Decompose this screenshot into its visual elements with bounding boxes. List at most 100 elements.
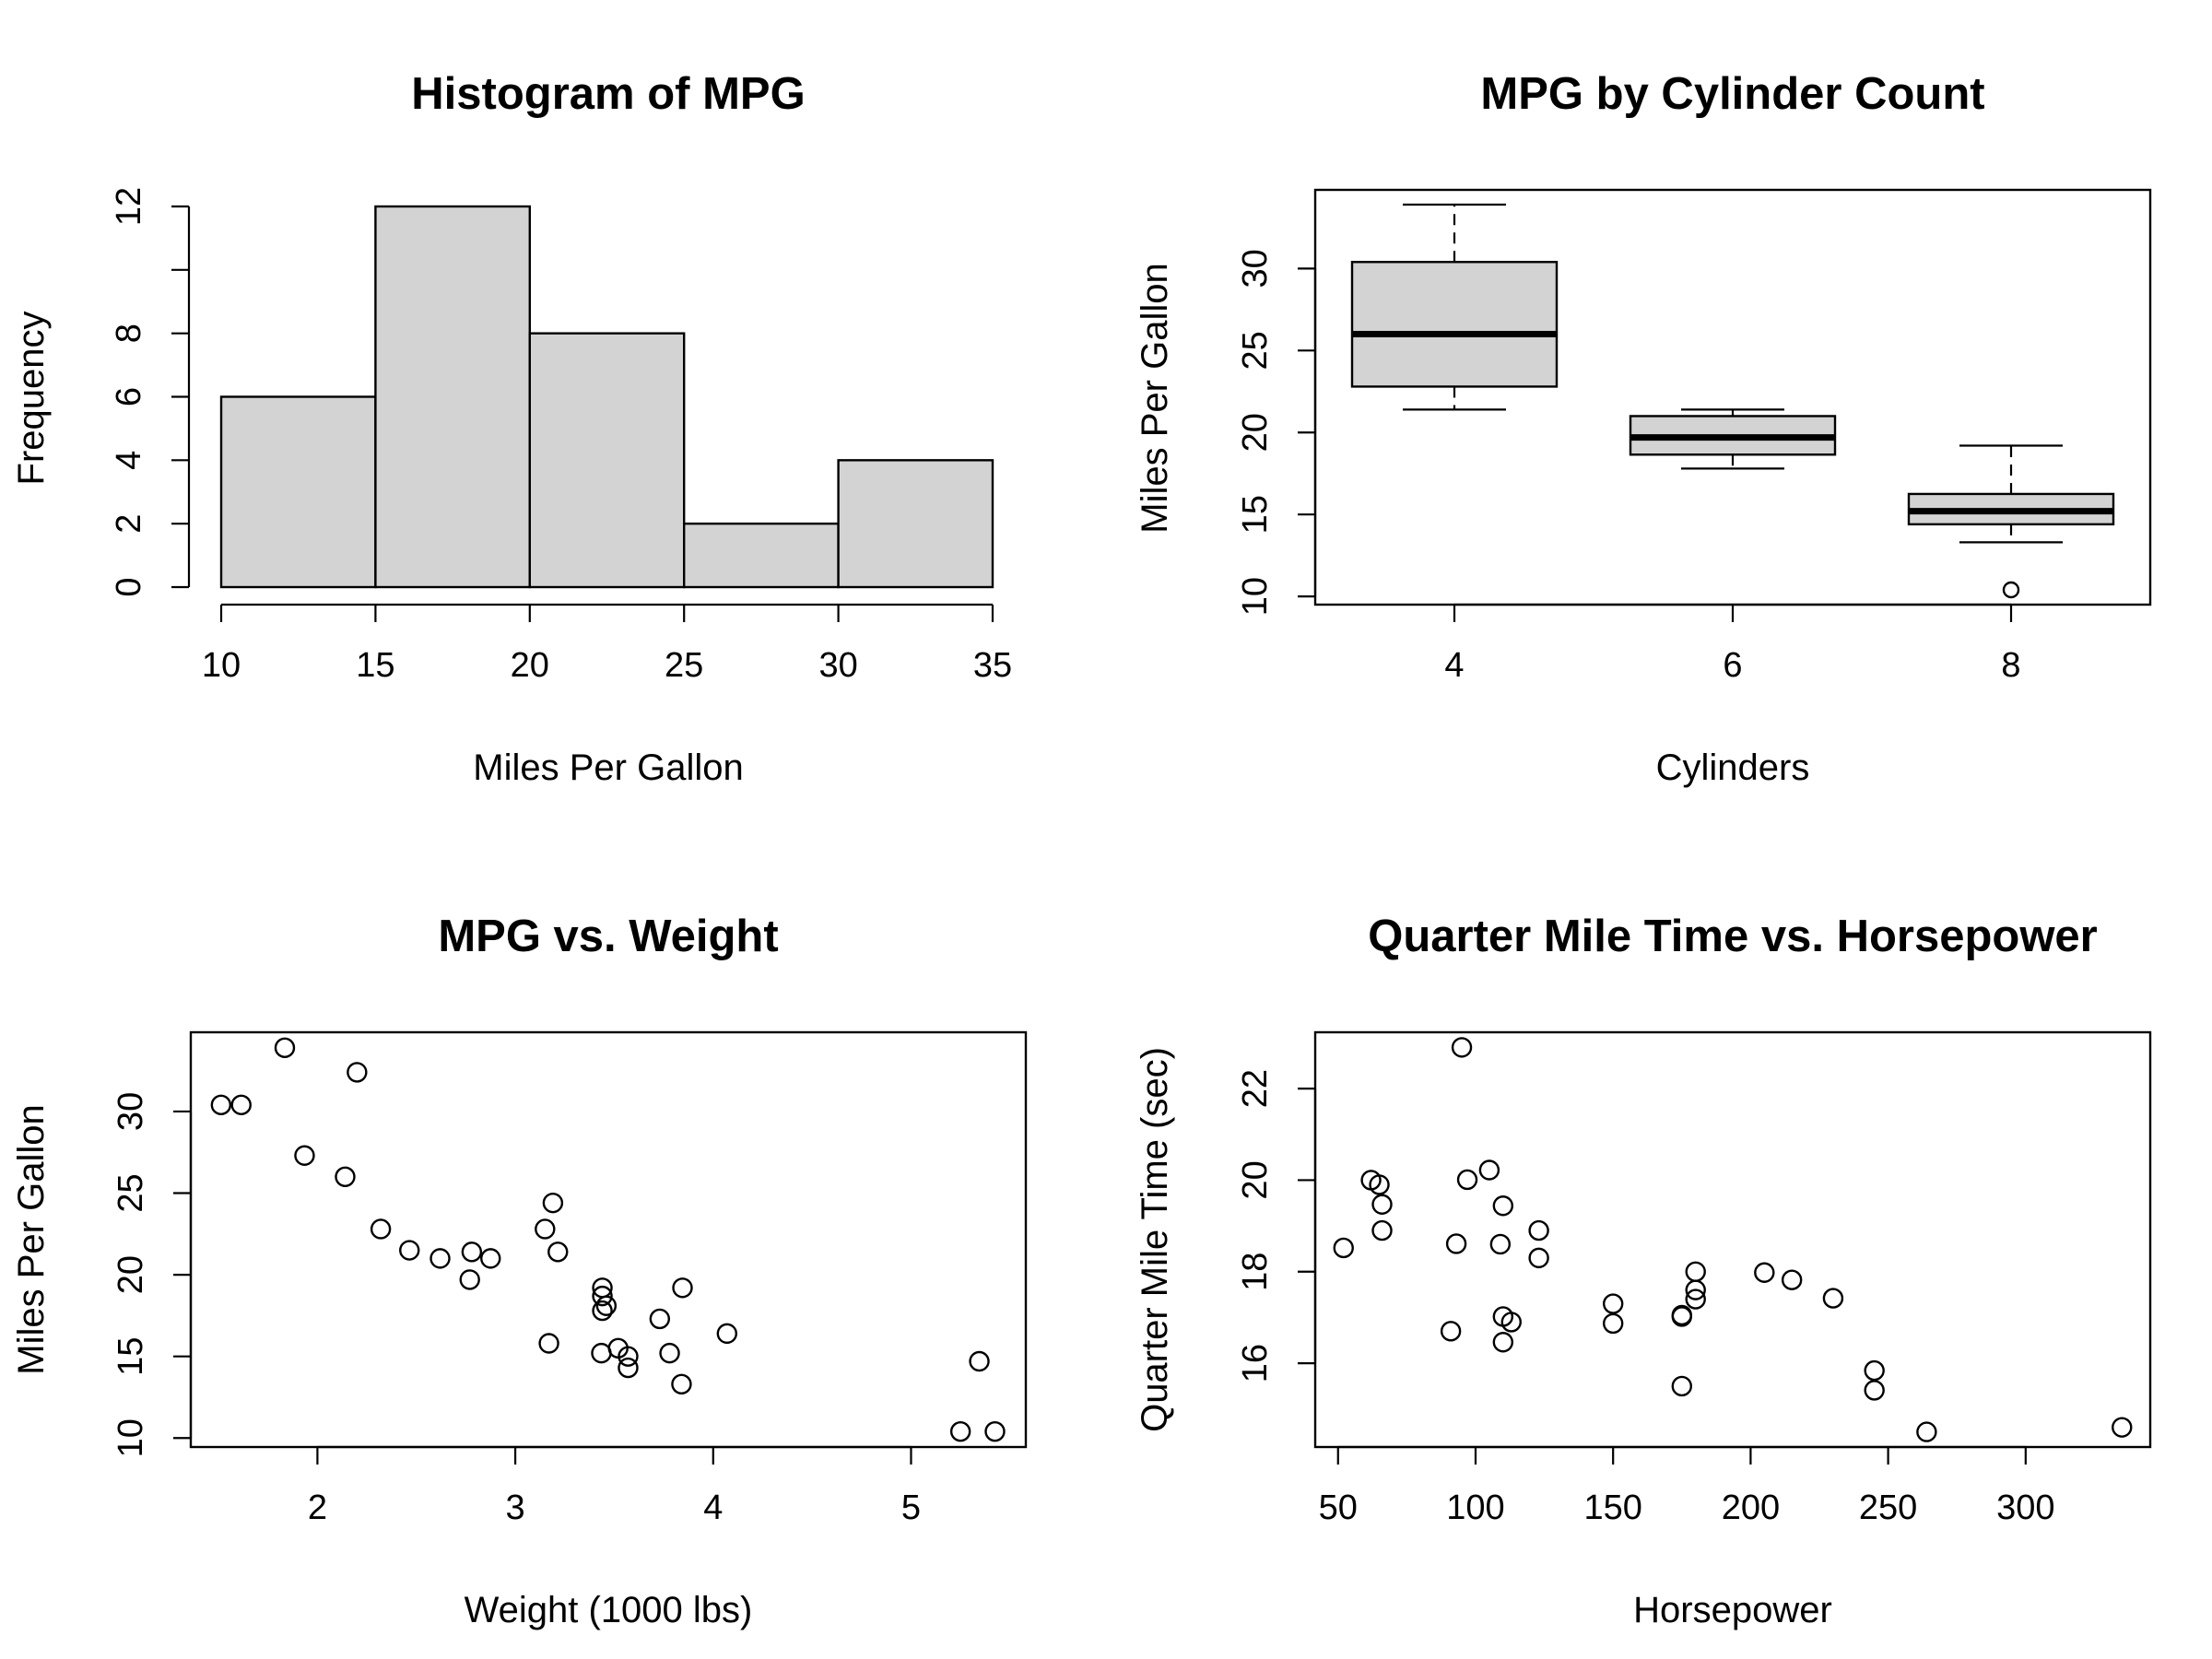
qsec-horsepower-points xyxy=(1333,1037,2133,1442)
qsec-horsepower-y-tick-label: 20 xyxy=(1236,1160,1275,1199)
mpg-weight-point xyxy=(671,1373,692,1394)
qsec-horsepower-y-tick-label: 16 xyxy=(1236,1344,1275,1382)
mpg-weight-point xyxy=(969,1350,990,1372)
histogram-bars xyxy=(219,205,994,589)
mpg-weight-x-tick-label: 3 xyxy=(506,1488,525,1527)
qsec-horsepower-point xyxy=(1781,1269,1803,1290)
mpg-weight-point xyxy=(538,1333,559,1354)
qsec-horsepower-point xyxy=(1864,1380,1885,1401)
boxplot-panel: MPG by Cylinder Count Cylinders Miles Pe… xyxy=(1135,69,2152,788)
boxplot-y-tick-label: 30 xyxy=(1236,249,1275,288)
histogram-x-tick-label: 35 xyxy=(973,646,1012,685)
boxplot-box-group xyxy=(1907,444,2115,599)
histogram-y-axis-title: Frequency xyxy=(11,312,52,486)
boxplot-box-group xyxy=(1350,203,1559,411)
qsec-horsepower-point xyxy=(1445,1233,1467,1254)
mpg-weight-point xyxy=(547,1241,569,1263)
qsec-horsepower-point xyxy=(1369,1174,1390,1195)
qsec-horsepower-point xyxy=(1864,1359,1885,1382)
boxplot-y-tick-label: 15 xyxy=(1236,495,1275,534)
mpg-weight-y-tick-label: 15 xyxy=(112,1337,150,1376)
boxplot-x-tick-label: 6 xyxy=(1723,646,1742,685)
qsec-horsepower-x-tick-label: 50 xyxy=(1319,1488,1358,1527)
histogram-y-tick-label: 0 xyxy=(110,577,148,596)
mpg-weight-point xyxy=(399,1240,420,1261)
histogram-bar xyxy=(837,459,994,589)
histogram-bar xyxy=(374,205,531,589)
mpg-weight-point xyxy=(618,1346,639,1367)
boxplot-outlier xyxy=(2002,581,2020,599)
qsec-horsepower-x-tick-label: 200 xyxy=(1722,1488,1780,1527)
histogram-title: Histogram of MPG xyxy=(411,69,805,119)
mpg-weight-point xyxy=(618,1357,639,1379)
qsec-horsepower-point xyxy=(1489,1233,1512,1255)
mpg-weight-x-tick-label: 4 xyxy=(703,1488,723,1527)
qsec-horsepower-y-axis: 16 18 20 22 xyxy=(1236,1069,1317,1382)
mpg-weight-point xyxy=(480,1248,501,1269)
boxplot-x-tick-label: 8 xyxy=(2001,646,2020,685)
qsec-horsepower-x-axis: 50 100 150 200 250 300 xyxy=(1319,1445,2055,1527)
mpg-weight-point xyxy=(459,1269,480,1290)
mpg-weight-point xyxy=(949,1420,971,1442)
mpg-weight-x-tick-label: 5 xyxy=(901,1488,921,1527)
mpg-weight-point xyxy=(347,1062,368,1083)
histogram-bar xyxy=(528,332,686,589)
mpg-weight-y-tick-label: 25 xyxy=(112,1173,150,1212)
qsec-horsepower-point xyxy=(1371,1219,1393,1241)
boxplot-y-tick-label: 10 xyxy=(1236,577,1275,616)
histogram-panel: Histogram of MPG Miles Per Gallon Freque… xyxy=(11,69,1012,788)
mpg-weight-point xyxy=(592,1285,613,1307)
qsec-horsepower-panel: Quarter Mile Time vs. Horsepower Horsepo… xyxy=(1135,912,2152,1630)
histogram-y-tick-label: 12 xyxy=(110,187,148,226)
histogram-x-tick-label: 25 xyxy=(665,646,703,685)
mpg-weight-point xyxy=(595,1295,618,1316)
mpg-weight-y-tick-label: 20 xyxy=(112,1255,150,1294)
histogram-y-tick-label: 6 xyxy=(110,387,148,406)
qsec-horsepower-point xyxy=(1528,1219,1549,1241)
mpg-weight-point xyxy=(461,1241,483,1263)
qsec-horsepower-point xyxy=(1916,1421,1937,1442)
qsec-horsepower-x-tick-label: 300 xyxy=(1996,1488,2054,1527)
qsec-horsepower-point xyxy=(1822,1288,1844,1309)
qsec-horsepower-point xyxy=(1671,1375,1692,1397)
qsec-horsepower-point xyxy=(1333,1237,1354,1259)
mpg-weight-point xyxy=(542,1192,564,1214)
mpg-weight-x-axis: 2 3 4 5 xyxy=(308,1445,921,1527)
mpg-weight-point xyxy=(659,1342,680,1364)
histogram-x-tick-label: 20 xyxy=(511,646,549,685)
mpg-weight-point xyxy=(370,1218,392,1240)
qsec-horsepower-point xyxy=(1456,1169,1478,1191)
boxplot-x-axis-title: Cylinders xyxy=(1656,747,1810,788)
mpg-weight-points xyxy=(210,1037,1006,1442)
boxplot-x-tick-label: 4 xyxy=(1444,646,1464,685)
boxplot-title: MPG by Cylinder Count xyxy=(1480,69,1984,119)
histogram-bar xyxy=(683,522,840,589)
qsec-horsepower-point xyxy=(1602,1293,1624,1314)
mpg-weight-point xyxy=(335,1166,356,1187)
qsec-horsepower-x-tick-label: 100 xyxy=(1446,1488,1504,1527)
mpg-weight-x-axis-title: Weight (1000 lbs) xyxy=(465,1590,753,1630)
qsec-horsepower-point xyxy=(1478,1159,1500,1181)
boxplot-box-group xyxy=(1629,408,1837,470)
histogram-y-tick-label: 8 xyxy=(110,324,148,343)
mpg-weight-panel: MPG vs. Weight Weight (1000 lbs) Miles P… xyxy=(11,912,1028,1630)
qsec-horsepower-point xyxy=(1451,1037,1473,1058)
histogram-x-tick-label: 15 xyxy=(356,646,394,685)
mpg-weight-point xyxy=(294,1145,315,1166)
qsec-horsepower-point xyxy=(1440,1321,1462,1342)
mpg-weight-point xyxy=(210,1094,232,1116)
mpg-weight-y-tick-label: 10 xyxy=(112,1418,150,1457)
histogram-x-tick-label: 10 xyxy=(202,646,241,685)
qsec-horsepower-point xyxy=(1685,1288,1706,1310)
qsec-horsepower-x-tick-label: 250 xyxy=(1859,1488,1917,1527)
mpg-weight-y-axis: 10 15 20 25 30 xyxy=(112,1092,193,1457)
mpg-weight-point xyxy=(716,1323,738,1345)
qsec-horsepower-point xyxy=(1685,1261,1706,1282)
histogram-x-axis: 10 15 20 25 30 35 xyxy=(202,603,1012,685)
boxplot-x-axis: 4 6 8 xyxy=(1444,603,2021,685)
qsec-horsepower-point xyxy=(1671,1304,1692,1326)
mpg-weight-point xyxy=(230,1094,252,1116)
mpg-weight-point xyxy=(592,1300,613,1322)
qsec-horsepower-point xyxy=(1602,1312,1624,1335)
boxplot-box xyxy=(1350,261,1559,388)
